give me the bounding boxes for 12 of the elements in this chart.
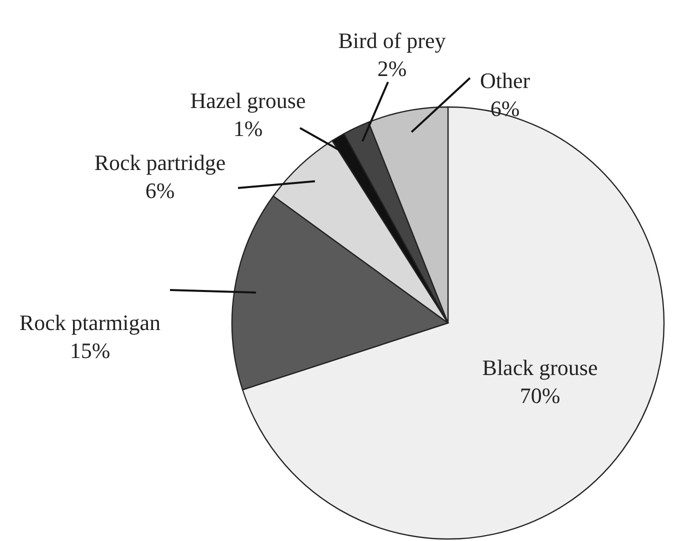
slice-label: Rock partridge <box>94 150 226 175</box>
data-label: 70% <box>520 383 560 408</box>
slice-label: Black grouse <box>482 355 598 380</box>
slice-label: Bird of prey <box>338 28 446 53</box>
slice-label: Hazel grouse <box>190 88 306 113</box>
slice-label: Rock ptarmigan <box>19 310 161 335</box>
data-label: 6% <box>145 178 175 203</box>
data-label: 15% <box>70 338 110 363</box>
data-label: 6% <box>490 96 520 121</box>
data-label: 1% <box>233 116 263 141</box>
slice-label: Other <box>480 68 531 93</box>
data-label: 2% <box>377 56 407 81</box>
